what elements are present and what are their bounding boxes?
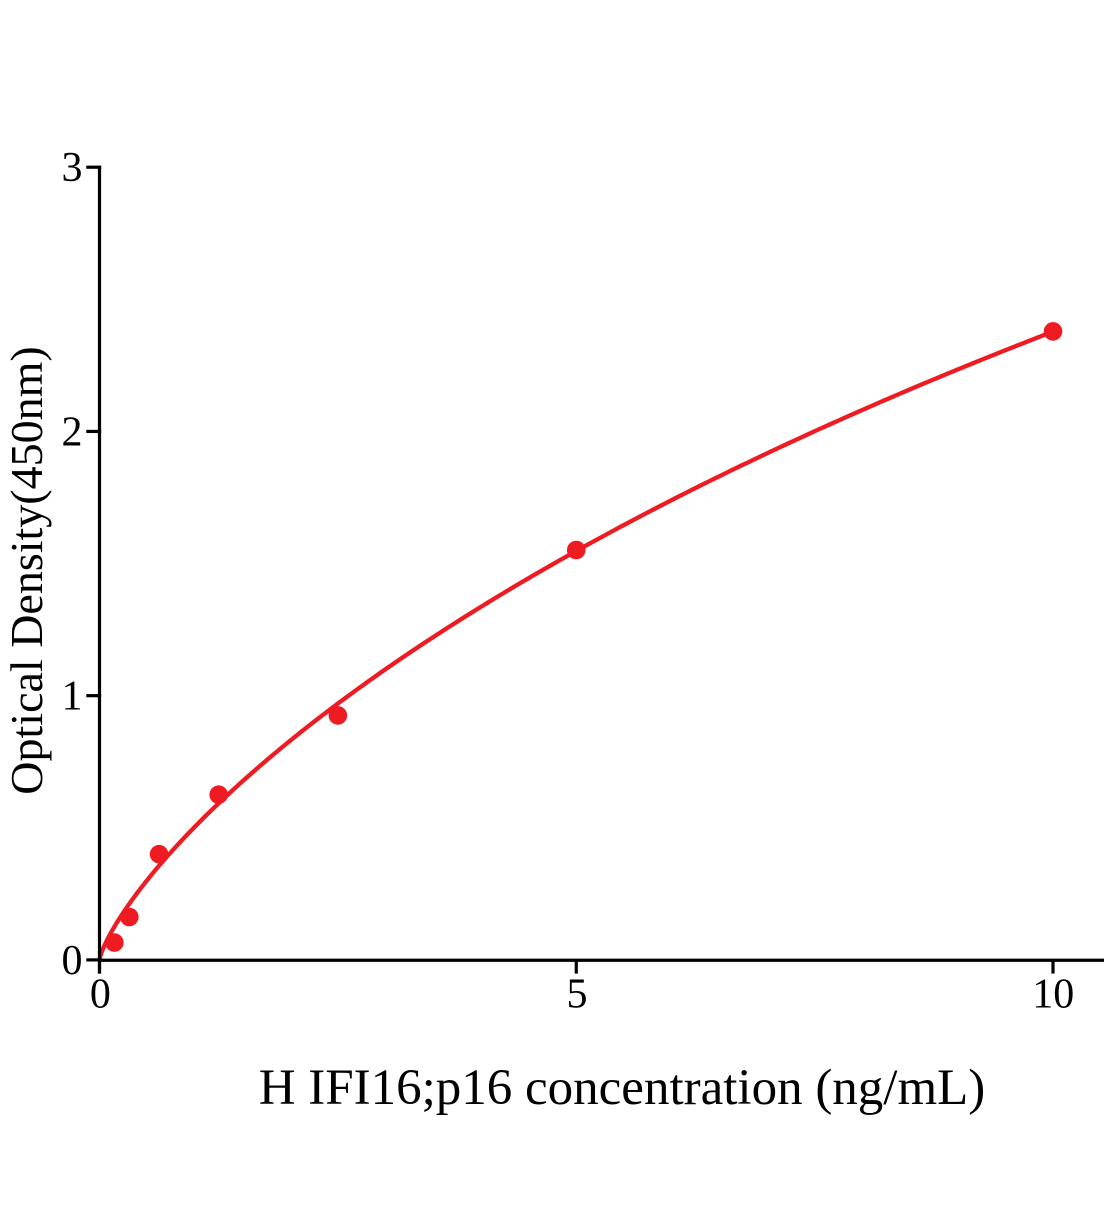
svg-text:10: 10 (1032, 971, 1074, 1017)
svg-text:H IFI16;p16 concentration (ng/: H IFI16;p16 concentration (ng/mL) (259, 1060, 986, 1116)
svg-text:1: 1 (62, 674, 83, 720)
svg-text:0: 0 (62, 938, 83, 984)
svg-text:Optical Density(450nm): Optical Density(450nm) (1, 346, 52, 794)
svg-text:2: 2 (62, 409, 83, 455)
svg-text:0: 0 (90, 971, 111, 1017)
svg-text:5: 5 (567, 971, 588, 1017)
svg-text:3: 3 (62, 145, 83, 191)
